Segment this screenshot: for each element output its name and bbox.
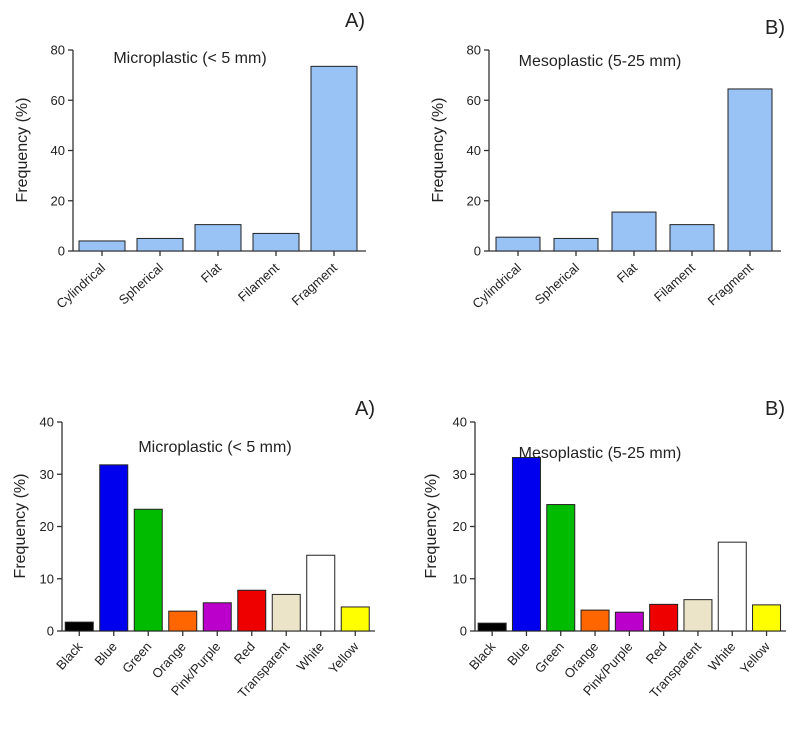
bar — [237, 589, 267, 632]
color-mesoplastic-panel: B) Mesoplastic (5-25 mm) Frequency (%) 0… — [423, 398, 786, 701]
panel-letter: A) — [355, 398, 375, 420]
bar — [252, 232, 300, 252]
y-ticks: 0 20 40 60 80 — [467, 43, 489, 259]
x-tick-label: Fragment — [705, 260, 757, 309]
bar — [611, 211, 657, 252]
x-tick-label: Filament — [651, 260, 698, 305]
y-tick-label: 30 — [40, 467, 54, 482]
x-ticks: Cylindrical Spherical Flat Filament Fragment — [53, 251, 340, 311]
bars — [78, 65, 358, 252]
x-tick-label: Black — [53, 639, 86, 673]
bar — [477, 622, 507, 632]
bar — [99, 464, 129, 632]
bar — [546, 504, 576, 632]
x-tick-label: Filament — [235, 260, 282, 305]
bar — [340, 606, 370, 632]
x-tick-label: Red — [231, 639, 258, 667]
bar — [64, 621, 94, 632]
bar — [511, 457, 541, 632]
bar — [495, 236, 541, 252]
x-tick-label: Cylindrical — [469, 260, 524, 311]
y-tick-label: 0 — [460, 624, 467, 639]
chart-title: Microplastic (< 5 mm) — [138, 439, 291, 456]
x-tick-label: Flat — [198, 260, 224, 286]
y-axis-label: Frequency (%) — [430, 98, 447, 203]
y-tick-label: 0 — [47, 624, 54, 639]
x-ticks: Cylindrical Spherical Flat Filament Fragment — [469, 251, 756, 311]
x-tick-label: Yellow — [326, 639, 362, 677]
bar — [194, 224, 242, 252]
chart-title: Mesoplastic (5-25 mm) — [519, 53, 682, 70]
bar — [717, 541, 747, 632]
bars — [64, 464, 370, 632]
y-tick-label: 0 — [58, 244, 65, 259]
x-tick-label: Yellow — [737, 639, 773, 677]
bar — [669, 224, 715, 252]
y-tick-label: 40 — [51, 143, 65, 158]
x-tick-label: Spherical — [532, 260, 582, 307]
bar — [168, 610, 198, 632]
bar — [752, 604, 782, 632]
x-tick-label: Cylindrical — [53, 260, 108, 311]
panel-letter: A) — [345, 10, 365, 32]
y-axis-label: Frequency (%) — [423, 474, 440, 579]
color-microplastic-panel: A) Microplastic (< 5 mm) Frequency (%) 0… — [12, 398, 375, 701]
y-tick-label: 20 — [467, 193, 481, 208]
bars — [477, 457, 782, 632]
y-ticks: 0 10 20 30 40 — [453, 415, 475, 639]
bar — [683, 599, 713, 632]
bar — [271, 593, 301, 632]
y-tick-label: 80 — [467, 43, 481, 58]
shape-mesoplastic-panel: B) Mesoplastic (5-25 mm) Frequency (%) 0… — [430, 17, 785, 311]
chart-title: Microplastic (< 5 mm) — [113, 50, 266, 67]
bar — [78, 240, 126, 252]
panel-letter: B) — [765, 17, 785, 39]
y-tick-label: 20 — [51, 193, 65, 208]
bar — [310, 65, 358, 252]
y-tick-label: 20 — [453, 519, 467, 534]
y-tick-label: 30 — [453, 467, 467, 482]
y-tick-label: 40 — [40, 415, 54, 430]
x-tick-label: Fragment — [289, 260, 341, 309]
y-tick-label: 10 — [453, 571, 467, 586]
bars — [495, 88, 773, 252]
bar — [580, 609, 610, 632]
x-tick-label: Blue — [504, 639, 533, 668]
y-tick-label: 20 — [40, 519, 54, 534]
bar — [202, 602, 232, 632]
shape-microplastic-panel: A) Microplastic (< 5 mm) Frequency (%) 0… — [14, 10, 366, 311]
y-tick-label: 60 — [467, 93, 481, 108]
bar — [136, 237, 184, 252]
y-tick-label: 0 — [474, 244, 481, 259]
bar — [727, 88, 773, 252]
x-tick-label: Spherical — [116, 260, 166, 307]
x-tick-label: Blue — [91, 639, 120, 668]
y-axis-label: Frequency (%) — [14, 98, 31, 203]
bar — [306, 554, 336, 632]
bar — [133, 508, 163, 632]
bar — [649, 603, 679, 632]
panel-letter: B) — [765, 398, 785, 420]
y-tick-label: 40 — [453, 415, 467, 430]
y-ticks: 0 20 40 60 80 — [51, 43, 73, 259]
x-tick-label: Black — [466, 639, 499, 673]
y-axis-label: Frequency (%) — [12, 474, 29, 579]
y-tick-label: 80 — [51, 43, 65, 58]
bar — [614, 611, 644, 632]
x-tick-label: Red — [643, 639, 670, 667]
y-tick-label: 60 — [51, 93, 65, 108]
x-tick-label: Flat — [614, 260, 640, 286]
chart-title: Mesoplastic (5-25 mm) — [519, 445, 682, 462]
x-tick-label: White — [294, 639, 327, 674]
x-tick-label: White — [705, 639, 738, 674]
y-tick-label: 40 — [467, 143, 481, 158]
y-ticks: 0 10 20 30 40 — [40, 415, 62, 639]
bar — [553, 237, 599, 252]
y-tick-label: 10 — [40, 571, 54, 586]
